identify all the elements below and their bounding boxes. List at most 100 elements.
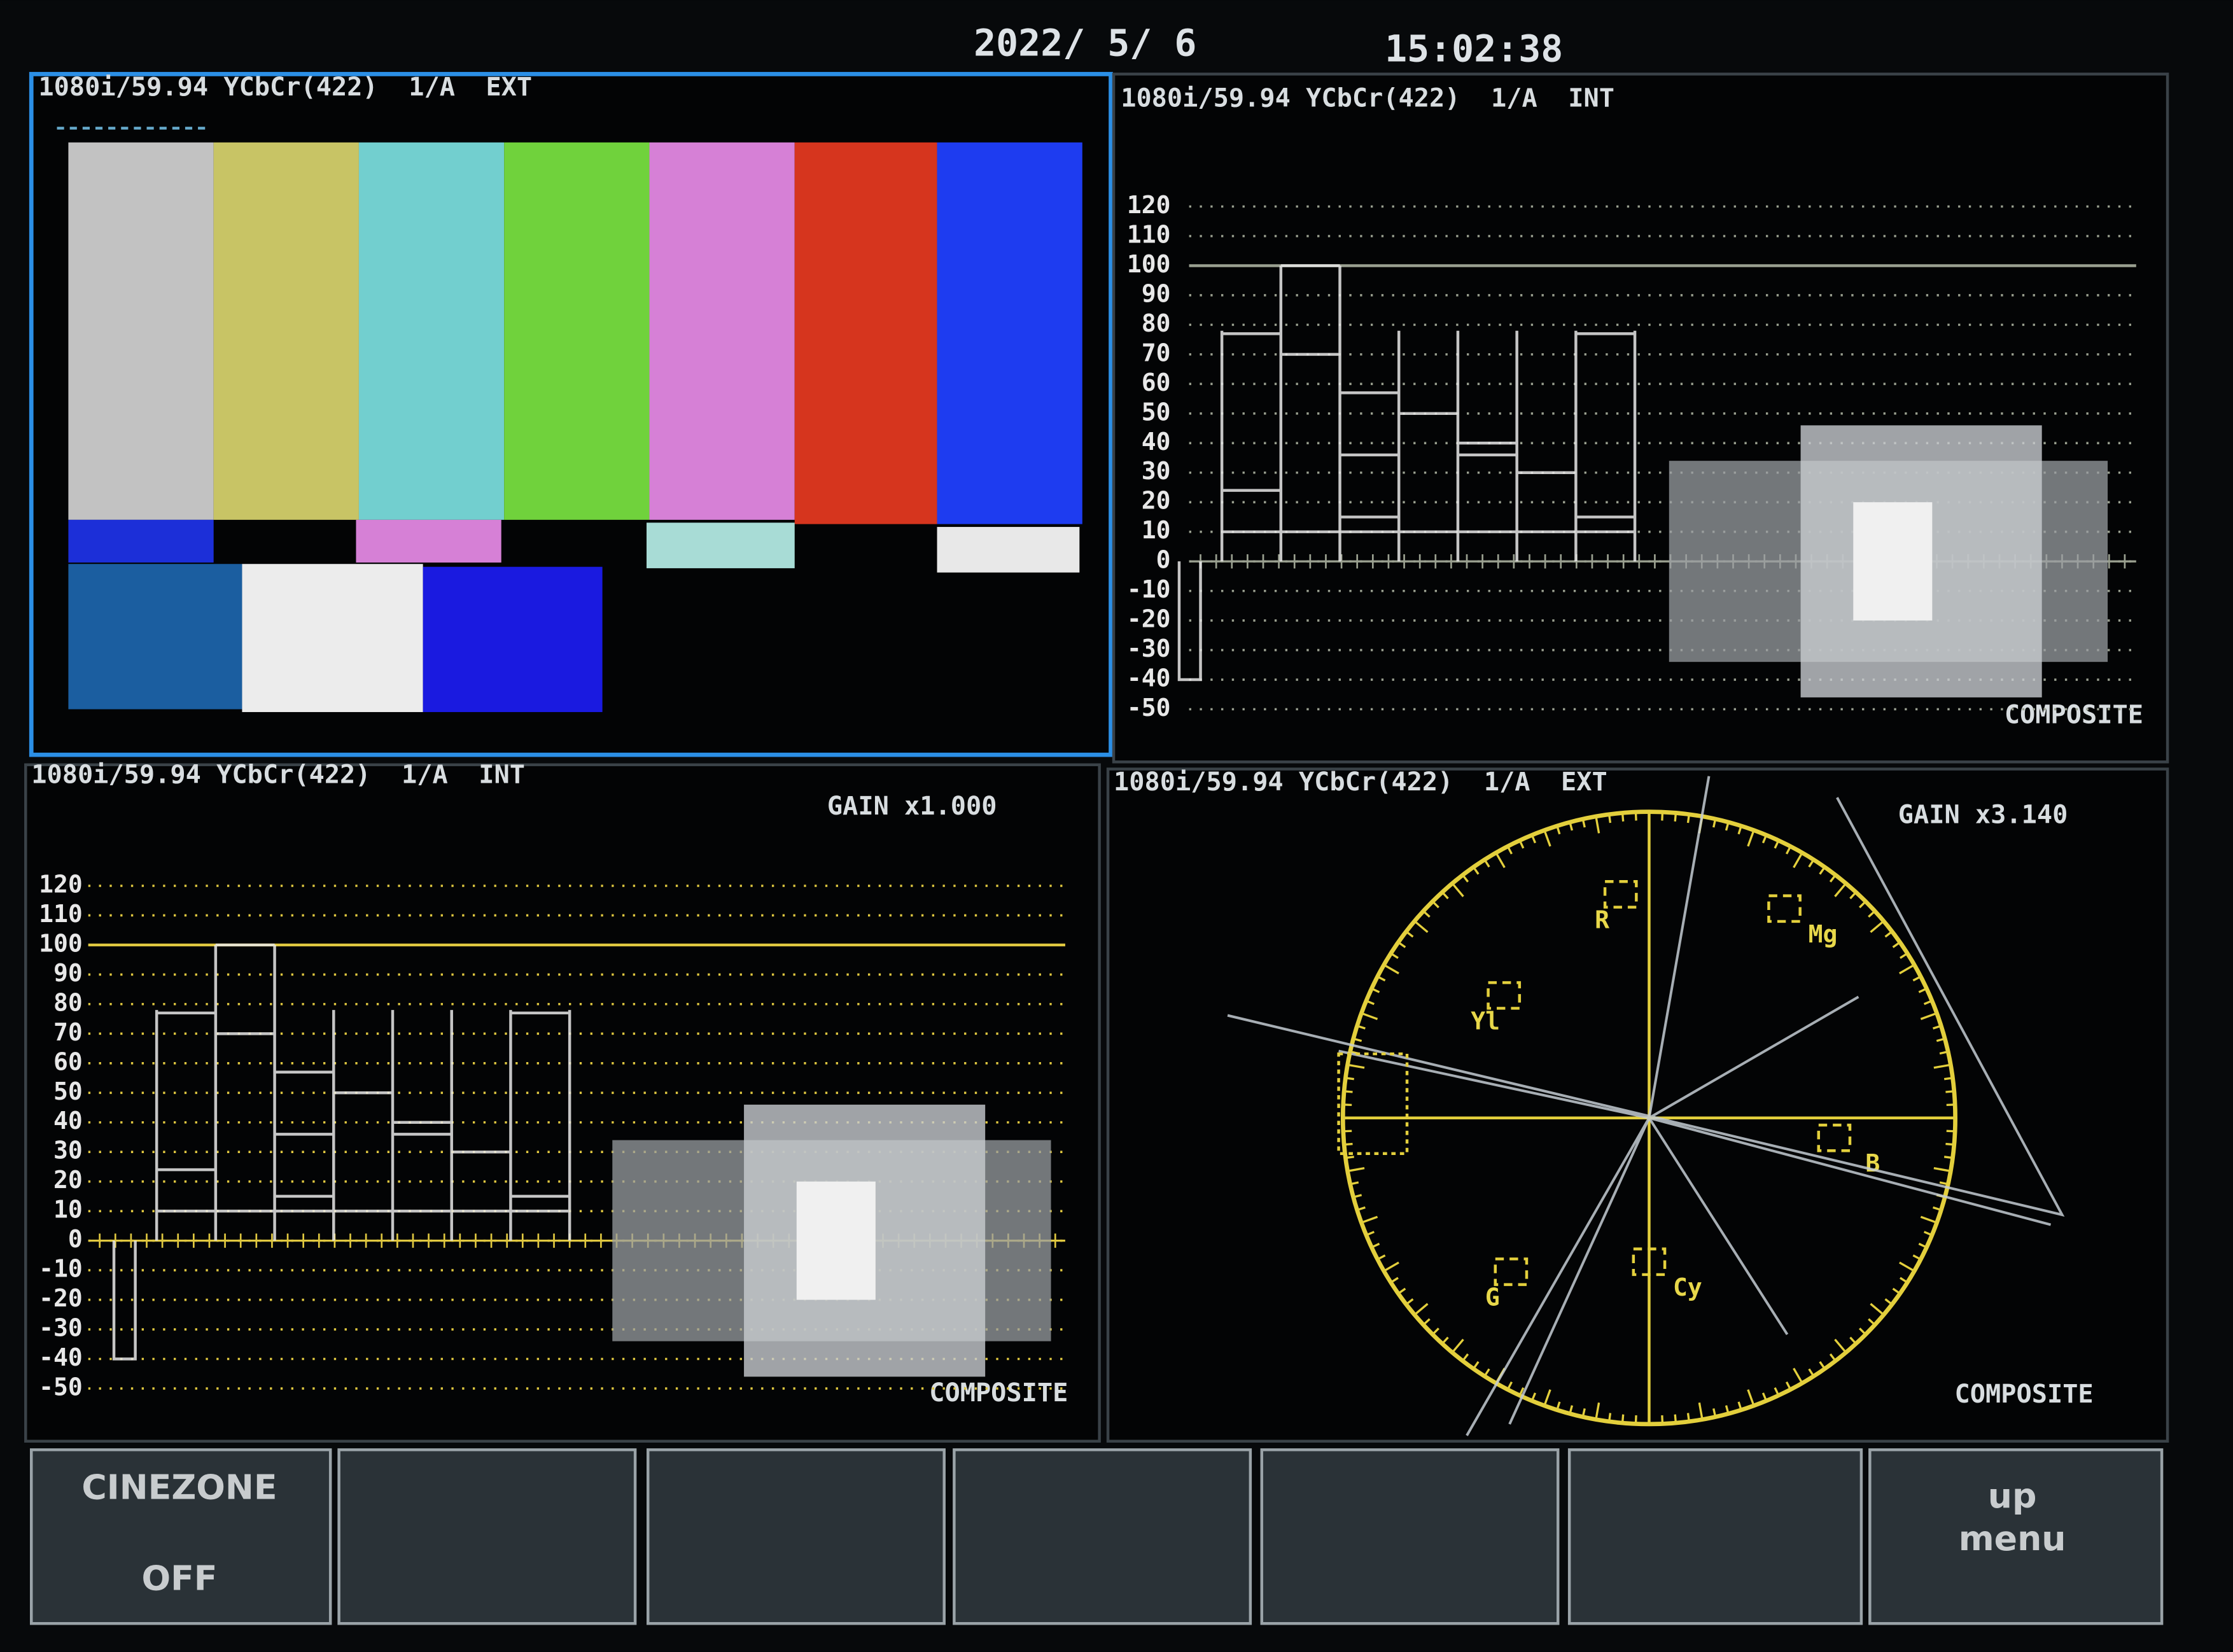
graticule-tick — [1451, 883, 1464, 897]
graticule-tick — [1868, 1318, 1876, 1326]
graticule-tick — [1376, 1254, 1386, 1261]
graticule-tick — [1383, 963, 1399, 975]
button-label[interactable]: menu — [1959, 1518, 2066, 1558]
button[interactable] — [1868, 1448, 2164, 1625]
scale-label: 0 — [68, 1225, 83, 1253]
graticule-tick — [1383, 1261, 1399, 1272]
target-label: Cy — [1673, 1273, 1702, 1301]
graticule-tick — [1353, 1037, 1362, 1042]
graticule-tick — [1674, 1414, 1677, 1424]
graticule-tick — [1344, 1142, 1353, 1146]
scale-label: 110 — [39, 900, 83, 928]
scale-label: 0 — [1156, 546, 1171, 574]
graticule-tick — [1543, 1389, 1551, 1406]
graticule-tick — [1785, 1381, 1792, 1390]
graticule-tick — [1793, 1368, 1803, 1384]
graticule-tick — [1347, 1166, 1365, 1172]
scale-label: 10 — [1142, 516, 1171, 544]
scale-label: 120 — [39, 870, 83, 898]
graticule-tick — [1698, 1402, 1704, 1420]
graticule-tick — [1345, 1077, 1354, 1081]
graticule-tick — [1569, 822, 1574, 831]
graticule-tick — [1432, 900, 1439, 909]
graticule-tick — [1829, 1353, 1837, 1362]
graticule-tick — [1859, 900, 1866, 909]
graticule-tick — [1808, 859, 1815, 868]
button[interactable] — [29, 1448, 332, 1625]
graticule-tick — [1884, 930, 1893, 938]
graticule-tick — [1432, 1327, 1439, 1336]
target-label: R — [1595, 906, 1609, 934]
scale-label: 100 — [39, 929, 83, 957]
button[interactable] — [646, 1448, 946, 1625]
graticule-tick — [1413, 920, 1429, 934]
graticule-tick — [1920, 1012, 1938, 1020]
graticule-tick — [1943, 1156, 1953, 1159]
scale-label: 90 — [1142, 279, 1171, 307]
graticule-tick — [1686, 1413, 1690, 1422]
graticule-tick — [1495, 852, 1506, 869]
graticule-tick — [1473, 866, 1480, 875]
chroma-trace — [1853, 502, 1933, 621]
scale-label: 120 — [1127, 191, 1171, 219]
scale-label: 80 — [53, 988, 83, 1016]
graticule-tick — [1595, 1402, 1600, 1420]
button-label[interactable]: up — [1988, 1476, 2037, 1516]
status: 1080i/59.94 YCbCr(422) 1/A EXT — [38, 73, 532, 102]
graticule-tick — [1761, 1392, 1768, 1401]
scale-label: -40 — [39, 1343, 83, 1371]
button[interactable] — [337, 1448, 637, 1625]
graticule-tick — [1376, 976, 1386, 982]
graticule-tick — [1939, 1181, 1949, 1186]
button-label[interactable]: CINEZONE — [81, 1467, 277, 1507]
graticule-tick — [1405, 1298, 1414, 1305]
trace — [112, 943, 571, 1361]
graticule-tick — [1933, 1025, 1942, 1030]
graticule-tick — [1939, 1050, 1949, 1055]
graticule-tick — [1870, 920, 1885, 934]
scale-label: 70 — [53, 1018, 83, 1046]
graticule-tick — [1441, 1336, 1449, 1345]
graticule-tick — [1413, 1303, 1429, 1316]
button[interactable] — [953, 1448, 1252, 1625]
graticule-tick — [1899, 1261, 1915, 1272]
graticule-tick — [1819, 1361, 1826, 1369]
gain: GAIN x1.000 — [827, 792, 997, 821]
graticule-tick — [1556, 1401, 1561, 1411]
graticule-tick — [1859, 1327, 1866, 1336]
button[interactable] — [1260, 1448, 1560, 1625]
graticule-tick — [1462, 1353, 1469, 1362]
target-box — [1767, 894, 1802, 923]
target-label: Mg — [1809, 920, 1838, 948]
graticule-tick — [1608, 1413, 1612, 1422]
graticule-tick — [1945, 1142, 1954, 1146]
target-box — [1494, 1257, 1529, 1286]
graticule-tick — [1868, 910, 1876, 918]
graticule-tick — [1923, 1231, 1933, 1236]
graticule-tick — [1345, 1156, 1354, 1159]
graticule-tick — [1506, 846, 1513, 855]
button-label[interactable]: OFF — [141, 1558, 217, 1599]
scale-label: 110 — [1127, 220, 1171, 248]
scale-label: 40 — [53, 1107, 83, 1135]
graticule-tick — [1462, 874, 1469, 883]
graticule-tick — [1933, 1206, 1942, 1212]
graticule-tick — [1353, 1194, 1362, 1198]
mode: COMPOSITE — [2005, 701, 2143, 730]
graticule-tick — [1936, 1037, 1945, 1042]
graticule-tick — [1581, 818, 1586, 828]
scale-label: -10 — [1127, 575, 1171, 603]
gain: GAIN x3.140 — [1898, 800, 2068, 829]
scale-label: 20 — [1142, 487, 1171, 515]
graticule-tick — [1397, 941, 1406, 948]
graticule-tick — [1344, 1090, 1353, 1093]
scale-label: -30 — [1127, 634, 1171, 662]
graticule-tick — [1422, 910, 1431, 918]
scale-label: 10 — [53, 1196, 83, 1224]
button[interactable] — [1567, 1448, 1863, 1625]
graticule-tick — [1900, 952, 1908, 959]
scale-label: 100 — [1127, 250, 1171, 278]
graticule-tick — [1923, 1000, 1933, 1005]
